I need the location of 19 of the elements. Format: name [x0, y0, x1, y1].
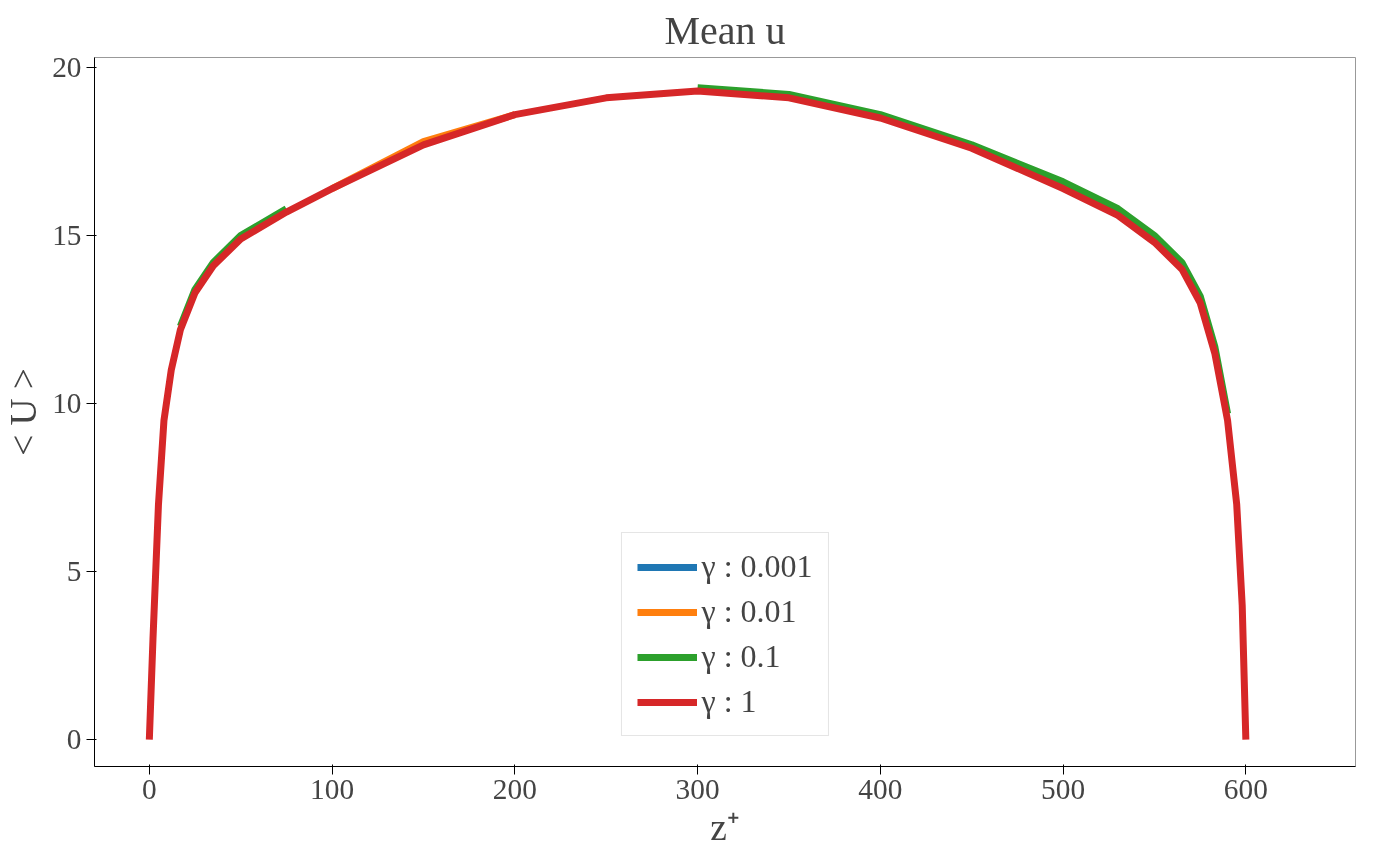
x-tick-label: 400 [858, 772, 903, 805]
x-tick-label: 500 [1041, 772, 1086, 805]
x-axis-title: z⁺ [710, 806, 740, 848]
x-tick-label: 200 [492, 772, 537, 805]
chart-title: Mean u [664, 7, 786, 53]
y-tick-label: 15 [52, 219, 82, 252]
x-tick-label: 600 [1223, 772, 1268, 805]
y-axis-title: < U > [3, 368, 45, 456]
y-tick-label: 0 [66, 723, 82, 756]
x-tick-label: 300 [675, 772, 720, 805]
legend-label: γ : 0.01 [701, 593, 797, 630]
legend-label: γ : 0.001 [701, 548, 813, 585]
y-tick-label: 10 [52, 387, 82, 420]
x-tick-label: 0 [141, 772, 157, 805]
y-tick-label: 20 [52, 51, 82, 84]
x-tick-label: 100 [310, 772, 355, 805]
legend-label: γ : 1 [701, 683, 757, 720]
y-tick-label: 5 [66, 555, 82, 588]
legend-label: γ : 0.1 [701, 638, 781, 675]
